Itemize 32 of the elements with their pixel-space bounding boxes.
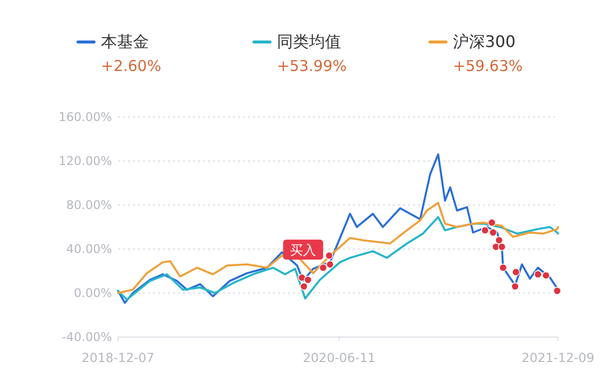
point — [488, 218, 496, 227]
point — [499, 264, 508, 272]
point — [300, 282, 308, 290]
text: +53.99% — [277, 57, 347, 75]
point — [553, 286, 562, 295]
point — [498, 242, 506, 251]
point — [534, 270, 542, 278]
x-tick-label: 2018-12-07 — [82, 350, 154, 365]
point — [326, 260, 334, 268]
text: +59.63% — [453, 57, 523, 75]
y-tick-label: 40.00% — [66, 242, 112, 256]
point — [319, 264, 328, 272]
point — [512, 268, 520, 276]
y-tick-label: 160.00% — [58, 110, 112, 124]
x-tick-label: 2020-06-11 — [302, 350, 376, 365]
annotation: 买入 — [290, 244, 316, 259]
point — [542, 271, 550, 280]
legend-label: 本基金 — [101, 32, 149, 51]
point — [495, 236, 504, 244]
legend-label: 同类均值 — [277, 32, 341, 51]
x-tick-label: 2021-12-09 — [522, 350, 594, 365]
text: +2.60% — [101, 57, 162, 75]
y-tick-label: 0.00% — [74, 286, 112, 300]
point — [481, 226, 490, 234]
point — [325, 252, 334, 260]
y-tick-label: -40.00% — [62, 330, 112, 344]
y-tick-label: 80.00% — [66, 198, 112, 212]
legend-label: 沪深300 — [453, 32, 516, 51]
y-tick-label: 120.00% — [58, 154, 112, 168]
point — [489, 228, 498, 236]
point — [304, 276, 312, 284]
point — [511, 282, 520, 290]
